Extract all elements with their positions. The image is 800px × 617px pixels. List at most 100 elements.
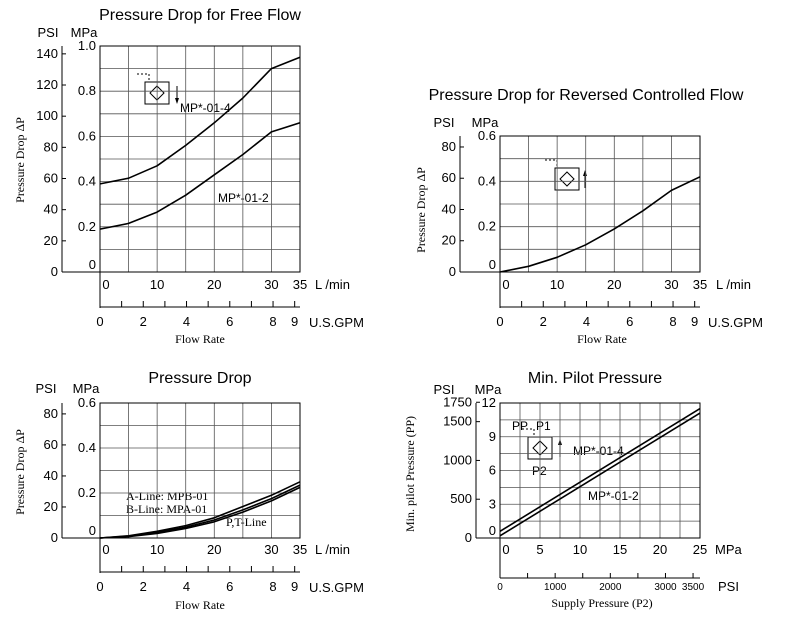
mpa-unit-label: MPa	[73, 381, 101, 396]
psi-x-tick-label: 0	[497, 582, 503, 593]
psi-tick-label: 80	[44, 139, 58, 154]
gpm-tick-label: 4	[183, 314, 190, 329]
plot-frame	[499, 135, 701, 273]
psi-tick-label: 1500	[443, 414, 472, 429]
gpm-tick-label: 6	[226, 314, 233, 329]
mpa-tick-label: 3	[489, 496, 496, 511]
series-label: MP*-01-2	[218, 191, 269, 205]
psi-tick-label: 40	[44, 468, 58, 483]
valve-symbol-icon	[137, 73, 179, 105]
grid	[499, 135, 701, 273]
series-label: MP*-01-4	[180, 101, 231, 115]
chart-title: Pressure Drop for Reversed Controlled Fl…	[429, 87, 744, 104]
x-unit-primary: L /min	[315, 277, 350, 292]
x-axis-label: Supply Pressure (P2)	[551, 596, 652, 610]
gpm-tick-label: 2	[140, 579, 147, 594]
mpa-tick-label: 0.4	[78, 174, 96, 189]
y-axis-label: Pressure Drop ΔP	[414, 167, 428, 253]
gpm-tick-label: 9	[291, 314, 298, 329]
chart-title: Pressure Drop for Free Flow	[99, 7, 301, 24]
x-tick-label: 35	[293, 277, 307, 292]
valve-symbol-icon	[545, 159, 587, 191]
x-unit-secondary: U.S.GPM	[309, 580, 364, 595]
psi-x-tick-label: 3500	[682, 582, 705, 593]
psi-tick-label: 40	[442, 201, 456, 216]
chart-pressure-drop: Pressure Drop PSI MPa Pressure Drop ΔP L…	[13, 370, 364, 612]
mpa-tick-label: 0.2	[478, 219, 496, 234]
x-tick-label: 20	[207, 542, 221, 557]
mpa-tick-label: 0.4	[478, 173, 496, 188]
psi-tick-label: 60	[442, 170, 456, 185]
x-axis-primary: 0 5 10 15 20 25	[499, 538, 707, 573]
x-tick-label: 20	[207, 277, 221, 292]
mpa-tick-label: 0	[89, 257, 96, 272]
gpm-tick-label: 2	[140, 314, 147, 329]
x-axis-primary: 0 10 20 30 35	[499, 272, 707, 308]
x-axis-psi: 0 1000 2000 3000 3500	[497, 573, 705, 593]
series-label: MP*-01-4	[573, 444, 624, 458]
x-axis-label: Flow Rate	[175, 598, 225, 612]
x-tick-label: 30	[664, 277, 678, 292]
x-tick-label: 10	[550, 277, 564, 292]
plot-frame	[99, 45, 301, 273]
gpm-tick-label: 6	[626, 314, 633, 329]
x-tick-label: 0	[102, 542, 109, 557]
psi-tick-label: 0	[449, 264, 456, 279]
mpa-tick-label: 0.2	[78, 219, 96, 234]
gpm-tick-label: 0	[496, 314, 503, 329]
port-label-p1: P1	[536, 419, 551, 433]
psi-tick-label: 1750	[443, 394, 472, 409]
x-tick-label: 35	[693, 277, 707, 292]
x-unit-secondary: PSI	[718, 579, 739, 594]
valve-symbol-icon	[522, 428, 562, 460]
mpa-unit-label: MPa	[475, 382, 503, 397]
chart-reversed-flow: Pressure Drop for Reversed Controlled Fl…	[414, 87, 763, 346]
gpm-tick-label: 9	[691, 314, 698, 329]
mpa-tick-label: 0.8	[78, 83, 96, 98]
mpa-tick-label: 0.4	[78, 440, 96, 455]
series-label: MP*-01-2	[588, 489, 639, 503]
mpa-tick-label: 0.2	[78, 485, 96, 500]
plot-frame	[99, 402, 301, 539]
mpa-tick-label: 0.6	[478, 128, 496, 143]
x-unit-secondary: U.S.GPM	[708, 315, 763, 330]
psi-tick-label: 20	[44, 499, 58, 514]
x-axis-label: Flow Rate	[577, 332, 627, 346]
x-tick-label: 10	[150, 277, 164, 292]
mpa-tick-label: 0	[89, 523, 96, 538]
plot-frame	[499, 402, 701, 539]
grid	[99, 45, 301, 273]
series-line	[99, 122, 301, 230]
gpm-tick-label: 6	[226, 579, 233, 594]
psi-tick-label: 0	[51, 530, 58, 545]
y-axis-label: Pressure Drop ΔP	[13, 117, 27, 203]
x-tick-label: 20	[607, 277, 621, 292]
gpm-tick-label: 8	[269, 579, 276, 594]
psi-unit-label: PSI	[434, 382, 455, 397]
psi-unit-label: PSI	[434, 115, 455, 130]
x-axis-primary: 0 10 20 30 35	[99, 272, 307, 308]
x-unit-primary: MPa	[715, 542, 743, 557]
gpm-tick-label: 0	[96, 579, 103, 594]
psi-x-tick-label: 3000	[654, 582, 677, 593]
psi-tick-label: 0	[465, 530, 472, 545]
mpa-tick-label: 0.6	[78, 128, 96, 143]
x-unit-primary: L /min	[315, 542, 350, 557]
mpa-tick-label: 0.6	[78, 395, 96, 410]
gpm-tick-label: 2	[540, 314, 547, 329]
x-tick-label: 5	[536, 542, 543, 557]
gpm-tick-label: 0	[96, 314, 103, 329]
series-line	[499, 412, 701, 537]
x-tick-label: 15	[613, 542, 627, 557]
x-tick-label: 0	[502, 542, 509, 557]
psi-unit-label: PSI	[36, 381, 57, 396]
series-line	[99, 56, 301, 185]
x-tick-label: 10	[573, 542, 587, 557]
mpa-tick-label: 9	[489, 429, 496, 444]
mpa-tick-label: 6	[489, 463, 496, 478]
series-line	[499, 407, 701, 532]
mpa-tick-label: 1.0	[78, 38, 96, 53]
